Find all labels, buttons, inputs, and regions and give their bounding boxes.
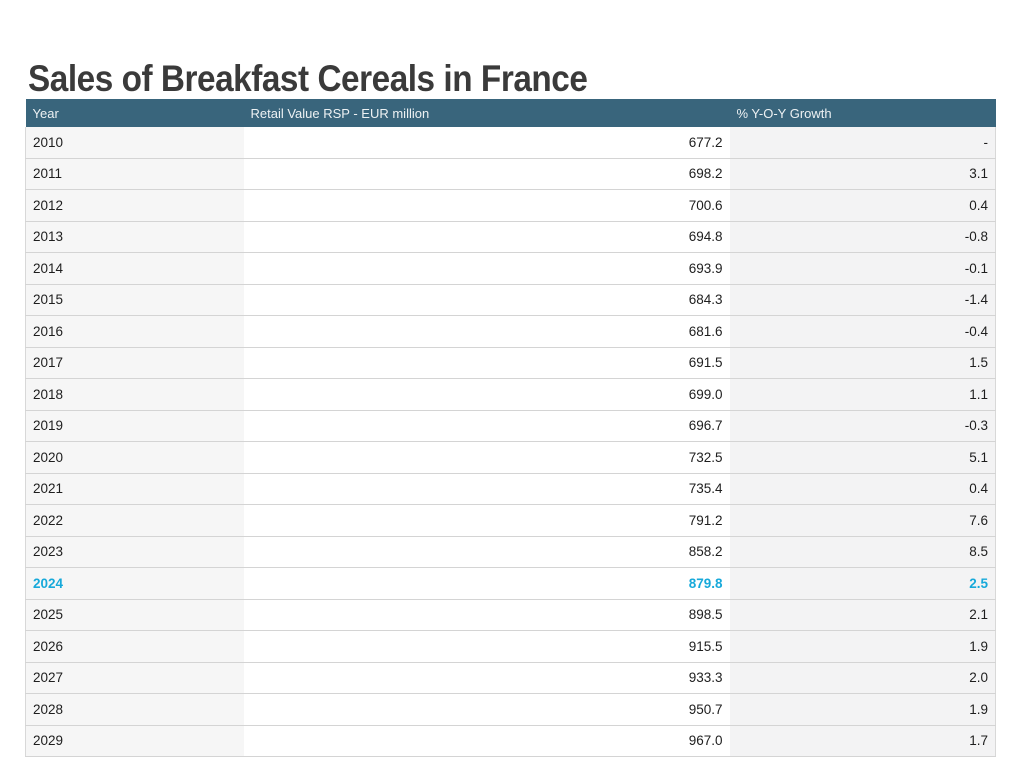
column-header-year: Year <box>25 99 244 127</box>
value-cell: 915.5 <box>243 630 730 663</box>
column-header-yoy-growth: % Y-O-Y Growth <box>729 99 996 127</box>
table-row: 2023 858.2 8.5 <box>25 536 996 568</box>
growth-cell: -0.3 <box>729 410 996 442</box>
year-cell: 2020 <box>25 441 244 474</box>
table-row: 2014 693.9 -0.1 <box>25 252 996 285</box>
page-title: Sales of Breakfast Cereals in France <box>28 57 588 99</box>
year-cell: 2017 <box>25 347 244 379</box>
growth-cell: 1.7 <box>729 725 996 757</box>
value-cell: 967.0 <box>243 725 730 757</box>
year-cell: 2014 <box>25 252 244 285</box>
table-row: 2025 898.5 2.1 <box>25 599 996 631</box>
year-cell: 2012 <box>25 189 244 222</box>
value-cell: 696.7 <box>243 410 730 442</box>
year-cell: 2028 <box>25 693 244 726</box>
value-cell: 950.7 <box>243 693 730 726</box>
growth-cell: -0.4 <box>729 315 996 348</box>
table-row: 2011 698.2 3.1 <box>25 158 996 190</box>
value-cell: 879.8 <box>243 567 730 600</box>
value-cell: 735.4 <box>243 473 730 505</box>
year-cell: 2010 <box>25 127 244 159</box>
table-row: 2017 691.5 1.5 <box>25 347 996 379</box>
growth-cell: 1.9 <box>729 630 996 663</box>
year-cell: 2027 <box>25 662 244 694</box>
growth-cell: 1.5 <box>729 347 996 379</box>
table-row: 2016 681.6 -0.4 <box>25 315 996 348</box>
year-cell: 2018 <box>25 378 244 411</box>
value-cell: 699.0 <box>243 378 730 411</box>
growth-cell: 1.1 <box>729 378 996 411</box>
year-cell: 2013 <box>25 221 244 253</box>
year-cell: 2016 <box>25 315 244 348</box>
year-cell: 2024 <box>25 567 244 600</box>
growth-cell: 0.4 <box>729 473 996 505</box>
value-cell: 732.5 <box>243 441 730 474</box>
growth-cell: 2.0 <box>729 662 996 694</box>
growth-cell: - <box>729 127 996 159</box>
table-row: 2026 915.5 1.9 <box>25 630 996 663</box>
column-header-retail-value: Retail Value RSP - EUR million <box>243 99 730 127</box>
table-row: 2013 694.8 -0.8 <box>25 221 996 253</box>
growth-cell: 2.5 <box>729 567 996 600</box>
table-row: 2012 700.6 0.4 <box>25 189 996 222</box>
table-row: 2021 735.4 0.4 <box>25 473 996 505</box>
table-row: 2015 684.3 -1.4 <box>25 284 996 316</box>
growth-cell: 8.5 <box>729 536 996 568</box>
table-row: 2010 677.2 - <box>25 127 996 159</box>
table-row: 2029 967.0 1.7 <box>25 725 996 757</box>
value-cell: 700.6 <box>243 189 730 222</box>
value-cell: 858.2 <box>243 536 730 568</box>
value-cell: 693.9 <box>243 252 730 285</box>
year-cell: 2015 <box>25 284 244 316</box>
value-cell: 684.3 <box>243 284 730 316</box>
table-row: 2018 699.0 1.1 <box>25 378 996 411</box>
growth-cell: 2.1 <box>729 599 996 631</box>
table-body: 2010 677.2 - 2011 698.2 3.1 2012 700.6 0… <box>25 127 996 757</box>
table-row: 2019 696.7 -0.3 <box>25 410 996 442</box>
value-cell: 677.2 <box>243 127 730 159</box>
year-cell: 2019 <box>25 410 244 442</box>
growth-cell: 7.6 <box>729 504 996 537</box>
growth-cell: 1.9 <box>729 693 996 726</box>
table-row: 2024 879.8 2.5 <box>25 567 996 600</box>
year-cell: 2011 <box>25 158 244 190</box>
value-cell: 681.6 <box>243 315 730 348</box>
table-row: 2027 933.3 2.0 <box>25 662 996 694</box>
header-row: Year Retail Value RSP - EUR million % Y-… <box>25 99 996 127</box>
value-cell: 698.2 <box>243 158 730 190</box>
year-cell: 2029 <box>25 725 244 757</box>
growth-cell: -1.4 <box>729 284 996 316</box>
growth-cell: 0.4 <box>729 189 996 222</box>
growth-cell: -0.1 <box>729 252 996 285</box>
value-cell: 898.5 <box>243 599 730 631</box>
value-cell: 694.8 <box>243 221 730 253</box>
value-cell: 933.3 <box>243 662 730 694</box>
growth-cell: 3.1 <box>729 158 996 190</box>
year-cell: 2023 <box>25 536 244 568</box>
year-cell: 2022 <box>25 504 244 537</box>
table-row: 2020 732.5 5.1 <box>25 441 996 474</box>
growth-cell: -0.8 <box>729 221 996 253</box>
value-cell: 691.5 <box>243 347 730 379</box>
table-row: 2028 950.7 1.9 <box>25 693 996 726</box>
table-row: 2022 791.2 7.6 <box>25 504 996 537</box>
year-cell: 2025 <box>25 599 244 631</box>
year-cell: 2021 <box>25 473 244 505</box>
table-header: Year Retail Value RSP - EUR million % Y-… <box>25 99 996 127</box>
value-cell: 791.2 <box>243 504 730 537</box>
year-cell: 2026 <box>25 630 244 663</box>
growth-cell: 5.1 <box>729 441 996 474</box>
sales-table: Year Retail Value RSP - EUR million % Y-… <box>25 99 996 757</box>
